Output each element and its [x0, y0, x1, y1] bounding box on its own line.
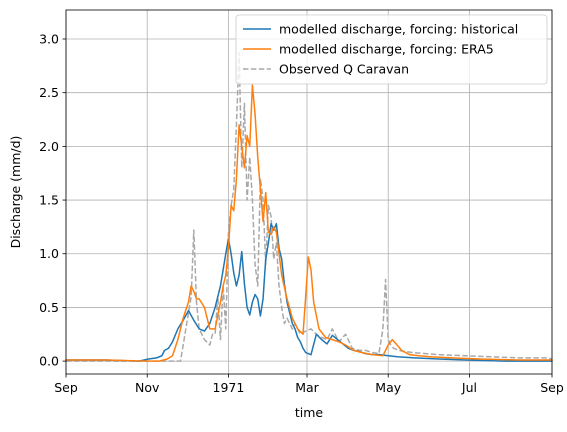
y-tick-label: 1.5	[39, 193, 59, 208]
y-tick-label: 3.0	[39, 31, 59, 46]
x-tick-label: Nov	[135, 380, 160, 395]
series-line-2	[66, 52, 553, 362]
y-axis-label: Discharge (mm/d)	[8, 136, 23, 249]
legend-label: modelled discharge, forcing: ERA5	[279, 42, 494, 57]
x-tick-label: 1971	[213, 380, 245, 395]
y-tick-label: 0.0	[39, 354, 59, 369]
series-lines	[65, 52, 553, 362]
plot-frame	[65, 9, 553, 375]
y-tick-label: 0.5	[39, 300, 59, 315]
y-tick-label: 2.0	[39, 139, 59, 154]
legend-label: modelled discharge, forcing: historical	[279, 22, 518, 37]
x-tick-label: Sep	[540, 380, 564, 395]
legend-entries: modelled discharge, forcing: historical m…	[243, 22, 518, 77]
axis-ticks: Sep Nov 1971 Mar May Jul Sep 0.0 0.5 1.0 1.5 2.0 2.5…	[39, 31, 564, 395]
x-tick-label: Mar	[295, 380, 319, 395]
x-axis-label: time	[295, 405, 324, 420]
series-line-0	[65, 222, 553, 362]
x-tick-label: Jul	[461, 380, 477, 395]
x-tick-label: May	[375, 380, 401, 395]
y-tick-label: 1.0	[39, 246, 59, 261]
legend-label: Observed Q Caravan	[279, 62, 409, 77]
y-tick-label: 2.5	[39, 85, 59, 100]
x-tick-label: Sep	[54, 380, 78, 395]
legend-box	[235, 14, 548, 85]
series-line-1	[65, 84, 553, 362]
legend: modelled discharge, forcing: historical m…	[235, 14, 548, 85]
